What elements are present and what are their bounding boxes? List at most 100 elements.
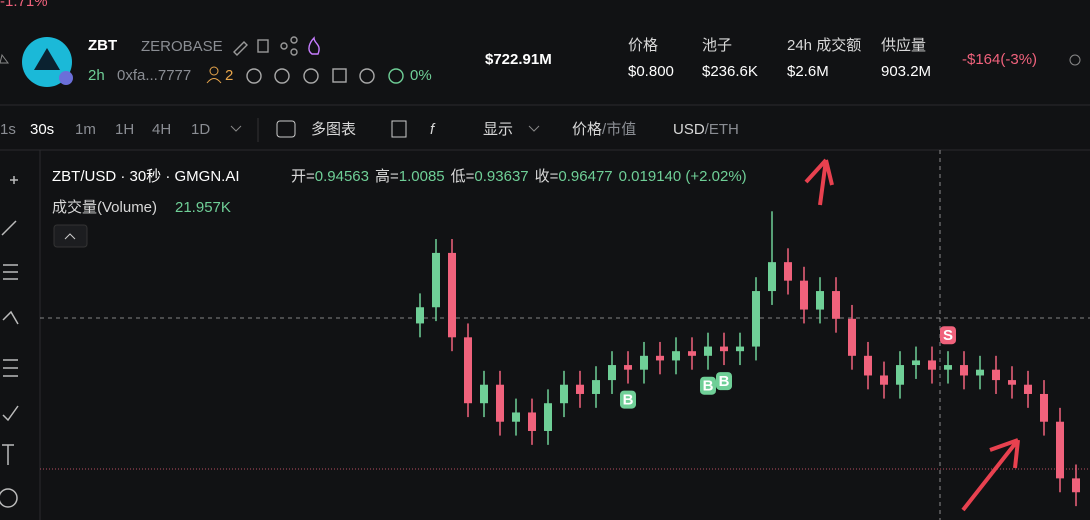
age: 2h xyxy=(88,67,105,84)
candle-body xyxy=(576,384,584,394)
trade-marker-label: B xyxy=(719,373,730,390)
trade-marker-label: B xyxy=(703,378,714,395)
display[interactable]: 显示 xyxy=(483,121,513,138)
candle-body xyxy=(480,384,488,404)
candle-body xyxy=(752,291,760,347)
legend-change: 0.019140 (+2.02%) xyxy=(619,168,747,185)
symbol: ZBT xyxy=(88,37,117,54)
ohlc: 开=0.94563 高=1.0085 低=0.93637 收=0.96477 0.019… xyxy=(291,168,747,185)
change: -$164(-3%) xyxy=(962,51,1037,68)
ohlc-label: 低= xyxy=(451,168,475,185)
candle-icon[interactable] xyxy=(391,120,407,138)
candle-body xyxy=(880,375,888,385)
candle-body xyxy=(560,384,568,404)
ohlc-value: 0.93637 xyxy=(474,168,528,185)
candle-body xyxy=(1008,380,1016,385)
address[interactable]: 0xfa...7777 xyxy=(117,67,191,84)
candle-body xyxy=(960,365,968,376)
candle-body xyxy=(1024,384,1032,394)
candle-body xyxy=(800,280,808,310)
ohlc-value: 0.96477 xyxy=(558,168,612,185)
candle-body xyxy=(720,346,728,352)
sep: / xyxy=(602,121,607,138)
fx-icon[interactable]: f xyxy=(430,121,436,138)
stat-label: 24h 成交额 xyxy=(787,36,861,54)
drawing-tools[interactable] xyxy=(0,176,19,508)
candle-body xyxy=(704,346,712,356)
candle-body xyxy=(976,369,984,376)
candle-body xyxy=(624,365,632,370)
ohlc-label: 开= xyxy=(291,168,315,185)
trade-marker[interactable] xyxy=(940,326,956,345)
chevron[interactable] xyxy=(528,125,540,132)
interval[interactable]: 4H xyxy=(152,121,171,138)
candle-body xyxy=(608,365,616,381)
candle-body xyxy=(656,355,664,361)
header-icons[interactable] xyxy=(233,36,320,56)
logo-mark xyxy=(34,48,60,70)
trade-marker[interactable] xyxy=(700,376,716,395)
holder-icon xyxy=(209,66,219,76)
candle-body xyxy=(528,412,536,431)
price[interactable]: 价格 xyxy=(572,121,602,138)
currency-toggle[interactable]: USD/ETH xyxy=(673,121,739,138)
interval[interactable]: 1s xyxy=(0,121,16,138)
legend-title: ZBT/USD · 30秒 · GMGN.AI xyxy=(52,168,240,185)
chevron-up xyxy=(64,233,76,240)
trade-marker[interactable] xyxy=(620,390,636,409)
price-toggle[interactable]: 价格/市值 xyxy=(572,121,636,138)
stat-label: 供应量 xyxy=(881,36,926,54)
market-cap: $722.91M xyxy=(485,51,552,68)
candle-body xyxy=(848,318,856,356)
candle-body xyxy=(768,262,776,292)
usd[interactable]: USD xyxy=(673,121,705,138)
candle-body xyxy=(944,365,952,370)
social-icons[interactable] xyxy=(246,68,404,84)
candle-body xyxy=(832,291,840,319)
candle-body xyxy=(816,291,824,310)
candle-body xyxy=(464,337,472,404)
holder-icon-body xyxy=(206,78,222,84)
chevron[interactable] xyxy=(230,125,242,132)
candle-body xyxy=(448,252,456,338)
interval[interactable]: 1H xyxy=(115,121,134,138)
trade-marker-label: B xyxy=(623,392,634,409)
ohlc-value: 1.0085 xyxy=(399,168,445,185)
ohlc-label: 高= xyxy=(375,168,399,185)
candle-body xyxy=(512,412,520,422)
candle-body xyxy=(432,252,440,308)
candle-body xyxy=(496,384,504,422)
ohlc-value: 0.94563 xyxy=(315,168,369,185)
trade-marker-label: S xyxy=(943,327,953,344)
plus-icon[interactable] xyxy=(276,120,296,138)
eye-icon[interactable] xyxy=(1069,54,1081,66)
star-icon[interactable] xyxy=(0,53,9,64)
candle-body xyxy=(992,369,1000,381)
arrow xyxy=(804,158,834,206)
multi-chart[interactable]: 多图表 xyxy=(311,121,356,138)
candle-body xyxy=(736,346,744,352)
candle-body xyxy=(416,307,424,324)
interval[interactable]: 30s xyxy=(30,121,54,138)
ohlc-label: 收= xyxy=(535,168,559,185)
candle-body xyxy=(640,355,648,370)
volume-label: 成交量(Volume) xyxy=(52,198,157,216)
candle-body xyxy=(1056,421,1064,479)
candle-body xyxy=(672,351,680,361)
interval[interactable]: 1m xyxy=(75,121,96,138)
top-partial: -1.71% xyxy=(0,0,48,10)
candle-body xyxy=(912,360,920,366)
candle-body xyxy=(784,262,792,281)
stat-value: $0.800 xyxy=(628,63,674,80)
collapse-btn[interactable] xyxy=(53,224,88,248)
trade-marker[interactable] xyxy=(716,372,732,391)
interval[interactable]: 1D xyxy=(191,121,210,138)
market-cap-opt[interactable]: 市值 xyxy=(606,121,636,138)
token-name: ZEROBASE xyxy=(141,38,223,55)
eth[interactable]: ETH xyxy=(709,121,739,138)
arrow xyxy=(961,438,1020,512)
candle-body xyxy=(896,365,904,385)
